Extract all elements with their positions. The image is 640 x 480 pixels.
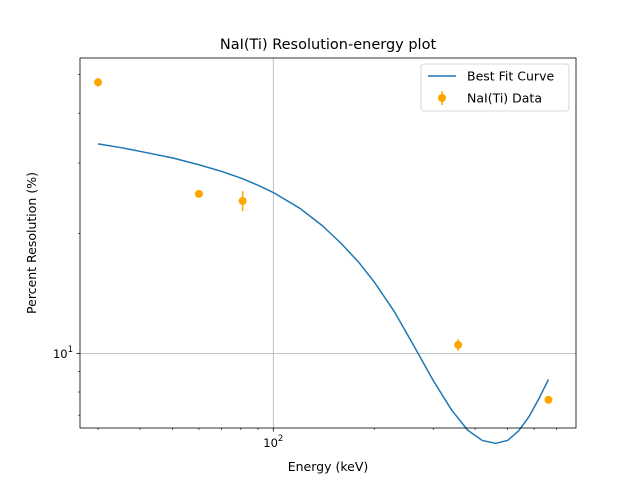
x-axis-label: Energy (keV) bbox=[288, 459, 369, 474]
chart-title: NaI(Ti) Resolution-energy plot bbox=[220, 37, 437, 53]
data-point bbox=[194, 189, 203, 198]
plot-area: 102 101 bbox=[53, 57, 577, 450]
grid bbox=[80, 58, 576, 428]
legend-label-best-fit: Best Fit Curve bbox=[467, 69, 554, 84]
y-tick-label: 101 bbox=[53, 345, 73, 361]
plot-frame bbox=[79, 57, 577, 429]
data-point bbox=[454, 340, 463, 349]
data-point bbox=[238, 196, 247, 205]
best-fit-curve bbox=[97, 143, 550, 445]
data-point bbox=[94, 78, 103, 87]
legend: Best Fit Curve NaI(Ti) Data bbox=[420, 63, 570, 112]
legend-frame bbox=[420, 63, 570, 112]
axis-ticks: 102 101 bbox=[53, 74, 557, 450]
plot-background bbox=[80, 58, 576, 428]
legend-label-data: NaI(Ti) Data bbox=[467, 91, 542, 106]
x-tick-label: 102 bbox=[263, 434, 283, 450]
best-fit-curve-layer bbox=[97, 143, 550, 445]
data-point bbox=[544, 395, 553, 404]
y-axis-label: Percent Resolution (%) bbox=[24, 172, 39, 314]
data-points-layer bbox=[94, 78, 553, 404]
legend-point-marker bbox=[438, 94, 446, 102]
